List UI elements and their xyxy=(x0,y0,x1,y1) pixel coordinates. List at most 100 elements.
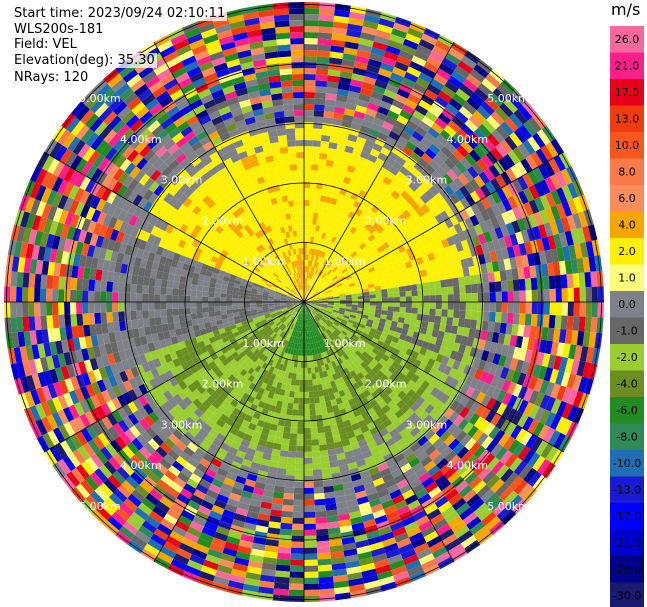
velocity-gate xyxy=(164,469,178,482)
velocity-gate xyxy=(213,251,221,259)
velocity-gate xyxy=(373,281,381,288)
velocity-gate xyxy=(196,290,203,297)
velocity-gate xyxy=(312,255,317,262)
velocity-gate xyxy=(441,505,456,519)
velocity-gate xyxy=(576,227,586,244)
velocity-gate xyxy=(306,355,311,362)
velocity-gate xyxy=(424,163,436,175)
velocity-gate xyxy=(340,234,347,242)
velocity-gate xyxy=(453,177,465,190)
velocity-gate xyxy=(51,235,61,250)
velocity-gate xyxy=(345,304,352,308)
velocity-gate xyxy=(386,262,394,270)
velocity-gate xyxy=(327,527,341,535)
velocity-gate xyxy=(385,423,396,433)
velocity-gate xyxy=(231,369,240,378)
velocity-gate xyxy=(277,312,284,317)
velocity-gate xyxy=(268,359,275,367)
velocity-gate xyxy=(188,244,198,254)
velocity-gate xyxy=(214,306,221,312)
velocity-gate xyxy=(304,152,312,159)
velocity-gate xyxy=(180,467,193,479)
velocity-gate xyxy=(410,284,418,291)
velocity-gate xyxy=(454,260,463,270)
velocity-gate xyxy=(232,305,239,310)
velocity-gate xyxy=(483,167,496,182)
velocity-gate xyxy=(236,389,246,398)
velocity-gate xyxy=(35,403,47,420)
velocity-gate xyxy=(334,337,341,344)
velocity-gate xyxy=(153,396,164,408)
velocity-gate xyxy=(127,413,139,426)
velocity-gate xyxy=(309,303,316,306)
velocity-gate xyxy=(457,362,467,373)
velocity-gate xyxy=(361,513,375,523)
velocity-gate xyxy=(244,577,260,587)
velocity-gate xyxy=(513,290,520,302)
velocity-gate xyxy=(288,589,304,596)
velocity-gate xyxy=(339,369,346,377)
velocity-gate xyxy=(368,331,376,338)
velocity-gate xyxy=(294,343,298,350)
velocity-gate xyxy=(305,307,308,314)
velocity-gate xyxy=(307,331,310,338)
velocity-gate xyxy=(388,180,399,191)
velocity-gate xyxy=(304,445,312,452)
velocity-gate xyxy=(277,356,283,364)
velocity-gate xyxy=(355,340,363,348)
velocity-gate xyxy=(434,192,445,204)
velocity-gate xyxy=(460,353,470,365)
velocity-gate xyxy=(112,291,119,302)
velocity-gate xyxy=(226,289,233,295)
velocity-gate xyxy=(130,319,139,330)
velocity-gate xyxy=(275,291,282,295)
velocity-gate xyxy=(272,594,289,602)
velocity-gate xyxy=(380,382,389,392)
velocity-gate xyxy=(263,311,270,315)
velocity-gate xyxy=(40,400,52,417)
velocity-gate xyxy=(375,305,382,311)
velocity-gate xyxy=(325,268,331,275)
velocity-gate xyxy=(259,507,272,516)
velocity-gate xyxy=(75,431,88,446)
velocity-gate xyxy=(323,245,329,253)
velocity-gate xyxy=(333,300,340,302)
velocity-gate xyxy=(176,334,185,343)
velocity-gate xyxy=(179,488,193,500)
velocity-gate xyxy=(323,338,328,345)
velocity-gate xyxy=(178,400,189,411)
velocity-gate xyxy=(475,212,485,224)
velocity-gate xyxy=(216,493,229,504)
velocity-gate xyxy=(354,266,362,272)
velocity-gate xyxy=(156,479,170,492)
velocity-gate xyxy=(216,361,225,370)
velocity-gate xyxy=(309,300,316,302)
velocity-gate xyxy=(368,266,376,273)
velocity-gate xyxy=(112,351,122,364)
velocity-gate xyxy=(405,247,414,256)
velocity-gate xyxy=(325,196,332,204)
velocity-gate xyxy=(300,361,304,368)
velocity-gate xyxy=(398,312,406,318)
velocity-gate xyxy=(430,386,440,398)
velocity-gate xyxy=(329,539,343,547)
velocity-gate xyxy=(190,284,198,291)
velocity-gate xyxy=(319,444,328,452)
velocity-gate xyxy=(348,348,355,356)
velocity-gate xyxy=(500,224,510,238)
velocity-gate xyxy=(401,218,411,228)
velocity-gate xyxy=(277,329,283,336)
velocity-gate xyxy=(304,535,317,542)
velocity-gate xyxy=(180,269,189,278)
velocity-gate xyxy=(166,302,173,310)
velocity-gate xyxy=(555,416,568,433)
velocity-gate xyxy=(196,483,209,495)
velocity-gate xyxy=(460,157,472,170)
velocity-gate xyxy=(304,290,307,297)
velocity-gate xyxy=(335,180,343,188)
velocity-gate xyxy=(178,515,193,527)
velocity-gate xyxy=(427,418,438,430)
velocity-gate xyxy=(457,418,470,431)
velocity-gate xyxy=(280,338,285,345)
velocity-gate xyxy=(348,436,358,445)
